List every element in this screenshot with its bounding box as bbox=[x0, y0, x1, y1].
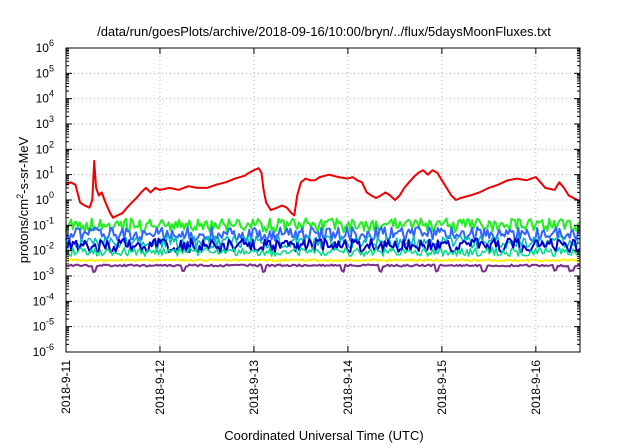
grid-lines bbox=[66, 48, 580, 352]
series-line bbox=[65, 237, 581, 254]
y-tick-label: 10-4 bbox=[33, 291, 54, 308]
series-line bbox=[65, 217, 581, 234]
x-tick-label: 2018-9-16 bbox=[529, 360, 543, 415]
x-tick-label: 2018-9-12 bbox=[153, 360, 167, 415]
y-tick-label: 104 bbox=[36, 89, 54, 106]
y-tick-label: 103 bbox=[36, 114, 54, 131]
x-tick-label: 2018-9-11 bbox=[59, 360, 73, 414]
y-tick-label: 106 bbox=[36, 38, 54, 55]
y-tick-label: 10-5 bbox=[33, 317, 54, 334]
y-tick-label: 10-1 bbox=[33, 215, 54, 232]
x-tick-label: 2018-9-15 bbox=[435, 360, 449, 415]
y-axis-label: protons/cm2-s-sr-MeV bbox=[15, 136, 31, 263]
x-axis: 2018-9-11 2018-9-12 2018-9-13 2018-9-14 2018… bbox=[59, 48, 543, 415]
y-tick-label: 102 bbox=[36, 139, 54, 156]
series-line bbox=[65, 246, 581, 258]
y-tick-label: 101 bbox=[36, 165, 54, 182]
x-tick-label: 2018-9-14 bbox=[341, 360, 355, 415]
y-tick-label: 10-3 bbox=[33, 266, 54, 283]
series-line bbox=[65, 258, 581, 263]
chart-title: /data/run/goesPlots/archive/2018-09-16/1… bbox=[97, 24, 551, 39]
y-axis: 106 105 104 103 102 101 100 10-1 10-2 10-3 10-4 10-… bbox=[33, 38, 580, 359]
series-line bbox=[65, 159, 581, 219]
x-axis-label: Coordinated Universal Time (UTC) bbox=[224, 428, 423, 443]
series-line bbox=[65, 263, 581, 273]
y-tick-label: 10-6 bbox=[33, 342, 54, 359]
y-tick-label: 105 bbox=[36, 63, 54, 80]
y-tick-label: 100 bbox=[36, 190, 54, 207]
x-tick-label: 2018-9-13 bbox=[247, 360, 261, 415]
series-group bbox=[65, 159, 581, 273]
y-tick-label: 10-2 bbox=[33, 241, 54, 258]
